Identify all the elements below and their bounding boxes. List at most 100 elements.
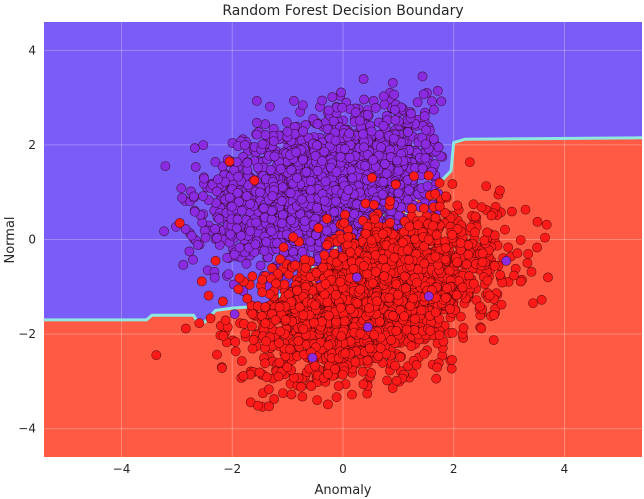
red-point xyxy=(230,346,241,357)
red-point xyxy=(389,252,400,263)
red-point xyxy=(339,218,350,228)
blue-point xyxy=(379,99,390,110)
red-point xyxy=(358,261,369,271)
red-point xyxy=(339,316,350,327)
red-point xyxy=(440,292,451,303)
red-point xyxy=(484,290,495,301)
red-point xyxy=(364,343,375,354)
blue-point xyxy=(234,242,245,253)
red-point xyxy=(224,156,235,167)
blue-point xyxy=(184,246,195,257)
red-point xyxy=(180,323,191,334)
red-point xyxy=(378,229,388,239)
blue-point xyxy=(176,183,187,194)
red-point xyxy=(238,371,249,381)
blue-point xyxy=(275,163,286,174)
red-point xyxy=(273,371,284,382)
blue-point xyxy=(298,126,308,137)
red-point xyxy=(278,388,288,398)
blue-point xyxy=(255,260,266,271)
blue-point xyxy=(241,191,252,201)
scatter-points xyxy=(151,71,553,412)
blue-point xyxy=(305,185,316,195)
red-point xyxy=(247,343,258,354)
red-point xyxy=(452,200,463,211)
red-point xyxy=(418,203,429,214)
blue-point xyxy=(291,147,301,158)
red-point xyxy=(247,271,258,282)
blue-point xyxy=(319,195,330,206)
red-point xyxy=(445,303,455,314)
blue-point xyxy=(213,174,223,185)
blue-point xyxy=(296,194,307,205)
blue-point xyxy=(239,140,250,150)
red-point xyxy=(340,348,351,359)
blue-point xyxy=(312,165,323,176)
blue-point xyxy=(223,269,234,279)
red-point xyxy=(364,303,374,314)
red-point xyxy=(520,204,531,215)
blue-point xyxy=(420,153,431,164)
red-point xyxy=(489,310,499,320)
red-point xyxy=(541,219,552,230)
blue-point xyxy=(432,86,443,96)
blue-point xyxy=(378,91,389,102)
blue-point xyxy=(433,142,444,153)
red-point xyxy=(461,259,472,270)
blue-point xyxy=(261,236,272,247)
blue-point xyxy=(281,117,292,128)
x-tick-label: −4 xyxy=(113,462,131,476)
red-point xyxy=(532,242,542,253)
red-point xyxy=(274,338,284,348)
red-point xyxy=(411,359,422,370)
y-tick-label: −4 xyxy=(18,422,36,436)
blue-point xyxy=(299,216,310,226)
red-point xyxy=(275,326,286,337)
red-point xyxy=(310,300,320,310)
red-point xyxy=(458,322,469,333)
red-point xyxy=(260,358,270,369)
red-point xyxy=(312,395,322,405)
red-point xyxy=(390,360,400,371)
red-point xyxy=(476,323,487,334)
red-point xyxy=(430,188,441,199)
red-point xyxy=(393,289,403,300)
red-point xyxy=(375,343,386,353)
blue-point xyxy=(214,214,225,224)
red-point xyxy=(322,368,333,379)
red-point xyxy=(384,292,395,303)
blue-point xyxy=(339,143,350,154)
blue-point xyxy=(358,129,368,140)
red-point xyxy=(308,317,319,328)
blue-point xyxy=(328,116,339,126)
red-point xyxy=(278,242,289,253)
blue-point xyxy=(501,255,512,266)
blue-point xyxy=(317,155,327,166)
red-point xyxy=(503,242,514,253)
blue-point xyxy=(381,168,392,179)
red-point xyxy=(362,355,373,366)
red-point xyxy=(425,325,435,336)
blue-point xyxy=(351,272,362,283)
red-point xyxy=(360,198,371,209)
red-point xyxy=(196,276,207,287)
blue-point xyxy=(266,205,277,216)
blue-point xyxy=(268,136,279,146)
red-point xyxy=(212,349,222,360)
red-point xyxy=(300,262,311,273)
blue-point xyxy=(392,155,402,166)
red-point xyxy=(264,401,274,412)
blue-point xyxy=(359,94,369,105)
red-point xyxy=(335,276,346,287)
red-point xyxy=(413,220,423,230)
red-point xyxy=(430,251,441,262)
blue-point xyxy=(354,115,365,126)
red-point xyxy=(464,157,475,167)
red-point xyxy=(248,334,259,345)
blue-point xyxy=(160,161,171,171)
red-point xyxy=(523,248,534,259)
red-point xyxy=(285,344,295,354)
red-point xyxy=(369,330,379,340)
red-point xyxy=(431,373,442,384)
